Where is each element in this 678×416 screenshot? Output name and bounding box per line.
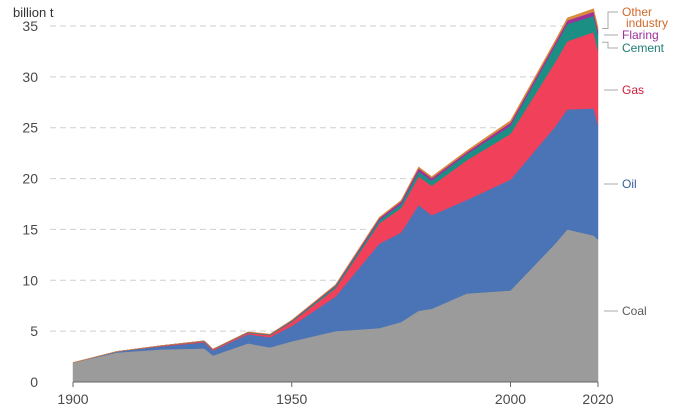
legend-label-coal: Coal — [622, 304, 647, 318]
legend-label-gas: Gas — [622, 83, 644, 97]
y-tick-label: 10 — [22, 272, 38, 288]
legend-label-oil: Oil — [622, 177, 637, 191]
legend-connector — [602, 11, 618, 30]
legend-label-other-industry: Other industry — [622, 5, 668, 30]
y-axis-unit-label: billion t — [13, 5, 54, 20]
y-tick-label: 20 — [22, 171, 38, 187]
x-tick-label: 2020 — [582, 391, 613, 407]
area-other-industry — [72, 8, 599, 363]
legend-connector — [602, 41, 618, 49]
y-tick-label: 35 — [22, 18, 38, 34]
legend-label-flaring: Flaring — [622, 28, 659, 42]
legend-label-cement: Cement — [622, 41, 665, 55]
areas — [72, 8, 599, 383]
gridlines — [50, 25, 600, 332]
y-tick-label: 0 — [30, 374, 38, 390]
y-tick-label: 5 — [30, 323, 38, 339]
x-tick-label: 2000 — [495, 391, 526, 407]
y-tick-label: 25 — [22, 120, 38, 136]
x-tick-label: 1900 — [57, 391, 88, 407]
y-tick-label: 30 — [22, 69, 38, 85]
y-tick-label: 15 — [22, 221, 38, 237]
x-axis-ticks: 1900 1950 2000 2020 — [57, 381, 614, 407]
x-tick-label: 1950 — [276, 391, 307, 407]
y-axis-ticks: 0 5 10 15 20 25 30 35 — [22, 18, 38, 390]
